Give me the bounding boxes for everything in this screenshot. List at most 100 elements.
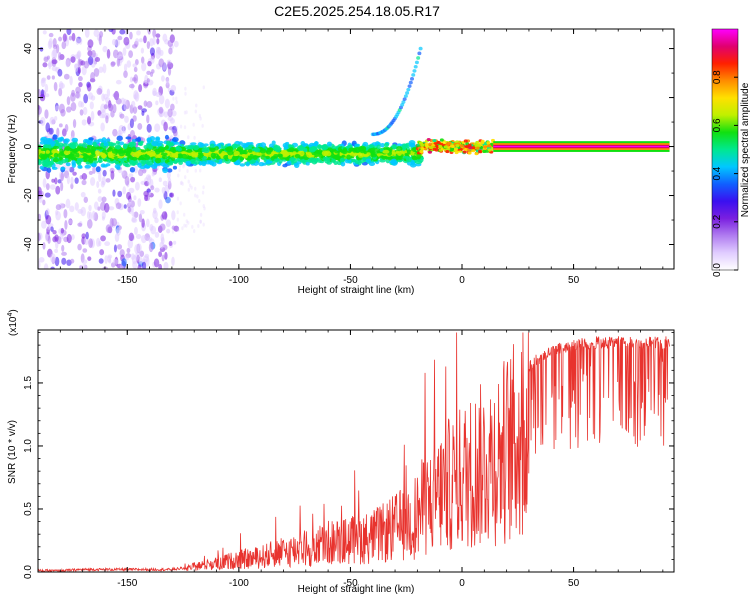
heatmap-cell xyxy=(159,223,166,231)
heatmap-cell xyxy=(462,150,467,154)
heatmap-cell xyxy=(392,144,397,148)
heatmap-cell xyxy=(169,192,175,198)
heatmap-cell xyxy=(139,250,145,257)
heatmap-cell xyxy=(166,228,171,234)
heatmap-cell xyxy=(88,137,94,141)
heatmap-cell xyxy=(346,154,351,160)
heatmap-cell xyxy=(179,181,183,186)
heatmap-cell xyxy=(78,81,83,88)
heatmap-cell xyxy=(55,204,62,211)
heatmap-cell xyxy=(158,106,164,114)
spectrogram-y-tick-label: 20 xyxy=(23,92,34,104)
heatmap-cell xyxy=(128,141,135,147)
heatmap-cell xyxy=(57,179,62,184)
heatmap-cell xyxy=(146,78,150,83)
heatmap-cell xyxy=(202,185,205,190)
heatmap-cell xyxy=(288,147,295,152)
heatmap-cell xyxy=(160,152,168,156)
heatmap-cell xyxy=(86,83,92,92)
heatmap-cell xyxy=(112,259,119,265)
heatmap-cell xyxy=(38,159,42,164)
heatmap-cell xyxy=(38,232,41,242)
heatmap-cell xyxy=(123,204,127,209)
heatmap-cell xyxy=(172,149,177,154)
heatmap-cell xyxy=(194,168,197,173)
heatmap-cell xyxy=(81,119,87,126)
heatmap-cell xyxy=(344,158,352,164)
spectrogram-y-ticks: -40 -20 0 20 40 xyxy=(23,43,674,270)
heatmap-cell xyxy=(44,93,50,98)
heatmap-cell xyxy=(115,202,122,210)
heatmap-cell xyxy=(163,261,169,269)
heatmap-cell xyxy=(52,157,59,163)
heatmap-cell xyxy=(101,176,106,186)
heatmap-cell xyxy=(174,152,179,159)
heatmap-cell xyxy=(408,142,414,147)
heatmap-cell xyxy=(167,39,174,48)
heatmap-cell xyxy=(396,146,403,152)
heatmap-cell xyxy=(177,228,180,233)
heatmap-cell xyxy=(365,158,372,164)
heatmap-cell xyxy=(118,124,125,135)
heatmap-cell xyxy=(138,213,143,223)
heatmap-cell xyxy=(100,122,105,132)
snr-scale-base: (x10 xyxy=(8,316,19,336)
heatmap-cell xyxy=(201,123,204,128)
heatmap-cell xyxy=(191,224,194,229)
heatmap-cell xyxy=(121,258,127,267)
heatmap-cell xyxy=(168,142,173,146)
heatmap-cell xyxy=(197,153,203,159)
heatmap-cell xyxy=(92,141,97,147)
heatmap-cell xyxy=(273,153,279,158)
heatmap-cell xyxy=(259,148,267,154)
heatmap-cell xyxy=(146,138,152,144)
heatmap-cell xyxy=(132,106,138,114)
heatmap-cell xyxy=(171,225,176,230)
heatmap-cell xyxy=(92,165,96,174)
spectrogram-x-tick-label: 50 xyxy=(568,275,580,286)
heatmap-cell xyxy=(40,148,46,152)
heatmap-cell xyxy=(171,256,175,266)
heatmap-cell xyxy=(123,102,128,111)
heatmap-cell xyxy=(249,159,257,164)
heatmap-cell xyxy=(131,100,136,108)
heatmap-cell xyxy=(51,59,58,65)
heatmap-cell xyxy=(152,36,156,46)
heatmap-cell xyxy=(101,196,107,203)
heatmap-cell xyxy=(137,162,142,168)
spectrogram-heatmap xyxy=(38,29,670,269)
heatmap-cell xyxy=(97,188,102,194)
heatmap-cell xyxy=(40,116,46,126)
heatmap-cell xyxy=(467,151,472,155)
heatmap-cell xyxy=(199,219,202,224)
heatmap-cell xyxy=(98,240,102,247)
heatmap-cell xyxy=(126,60,132,68)
heatmap-cell xyxy=(42,178,47,188)
heatmap-cell xyxy=(61,251,67,256)
heatmap-cell xyxy=(166,161,174,166)
heatmap-cell xyxy=(419,149,424,154)
heatmap-cell xyxy=(108,206,115,211)
heatmap-cell xyxy=(90,110,95,121)
heatmap-cell xyxy=(406,87,411,92)
heatmap-cell xyxy=(52,230,57,235)
heatmap-cell xyxy=(107,254,113,259)
colorbar-gradient xyxy=(711,28,739,271)
heatmap-cell xyxy=(476,144,481,148)
heatmap-cell xyxy=(410,77,415,81)
heatmap-cell xyxy=(42,242,46,250)
heatmap-cell xyxy=(48,32,54,38)
heatmap-cell xyxy=(153,258,160,268)
snr-x-tick-label: -150 xyxy=(117,578,137,589)
heatmap-cell xyxy=(168,240,173,246)
heatmap-cell xyxy=(99,31,104,38)
heatmap-cell xyxy=(70,234,75,240)
heatmap-cell xyxy=(487,144,492,148)
heatmap-cell xyxy=(406,149,412,154)
heatmap-cell xyxy=(182,164,185,169)
heatmap-cell xyxy=(294,162,300,169)
heatmap-cell xyxy=(83,196,89,203)
spectrogram-panel: -150 -100 -50 0 50 -40 -20 0 20 40 Height of str… xyxy=(7,28,675,296)
heatmap-cell xyxy=(117,190,123,198)
heatmap-cell xyxy=(265,155,270,159)
